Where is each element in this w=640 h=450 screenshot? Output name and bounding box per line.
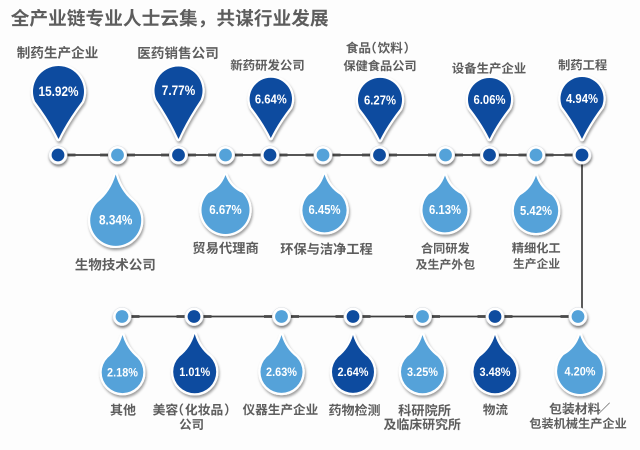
svg-text:15.92%: 15.92% — [39, 84, 79, 99]
svg-text:6.64%: 6.64% — [255, 92, 287, 107]
svg-text:3.48%: 3.48% — [480, 366, 511, 380]
svg-text:2.18%: 2.18% — [107, 366, 138, 380]
svg-text:7.77%: 7.77% — [162, 83, 195, 98]
svg-text:1.01%: 1.01% — [179, 366, 210, 380]
svg-text:6.67%: 6.67% — [209, 202, 242, 217]
svg-text:4.94%: 4.94% — [566, 91, 598, 106]
svg-text:6.13%: 6.13% — [429, 202, 461, 217]
svg-text:4.20%: 4.20% — [565, 365, 596, 379]
svg-text:2.64%: 2.64% — [338, 366, 369, 380]
svg-text:8.34%: 8.34% — [99, 213, 132, 228]
svg-text:2.63%: 2.63% — [266, 366, 297, 380]
svg-text:5.42%: 5.42% — [520, 203, 552, 218]
svg-text:6.27%: 6.27% — [364, 93, 396, 108]
svg-text:6.06%: 6.06% — [474, 92, 506, 107]
svg-text:3.25%: 3.25% — [407, 366, 438, 380]
svg-text:6.45%: 6.45% — [309, 203, 341, 218]
